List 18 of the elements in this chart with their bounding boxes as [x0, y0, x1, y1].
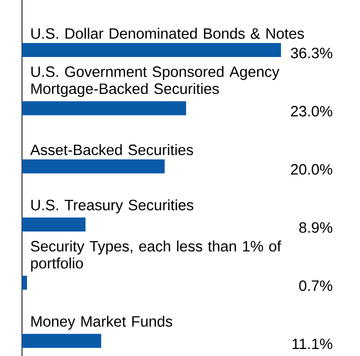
- y-tick-label: U.S. Treasury Securities: [31, 199, 194, 214]
- y-tick-label: Money Market Funds: [31, 316, 172, 330]
- data-label: 11.1%: [292, 338, 332, 350]
- bar: [22, 218, 86, 232]
- data-label: 8.9%: [299, 222, 332, 233]
- bar: [22, 159, 165, 174]
- y-tick-label: U.S. Dollar Denominated Bonds & Notes: [31, 28, 304, 39]
- bar: [22, 334, 102, 348]
- bar: [22, 101, 186, 116]
- data-label: 36.3%: [290, 48, 332, 58]
- data-label: 0.7%: [299, 280, 332, 292]
- y-tick-label: Asset-Backed Securities: [30, 144, 194, 156]
- y-tick-label: U.S. Government Sponsored Agency Mortgage-Backed Securities: [31, 66, 280, 97]
- data-label: 20.0%: [291, 164, 332, 175]
- data-label: 23.0%: [291, 106, 332, 116]
- bar: [22, 43, 282, 58]
- y-tick-label: Security Types, each less than 1% of portfolio: [30, 240, 282, 272]
- bar: [22, 276, 27, 290]
